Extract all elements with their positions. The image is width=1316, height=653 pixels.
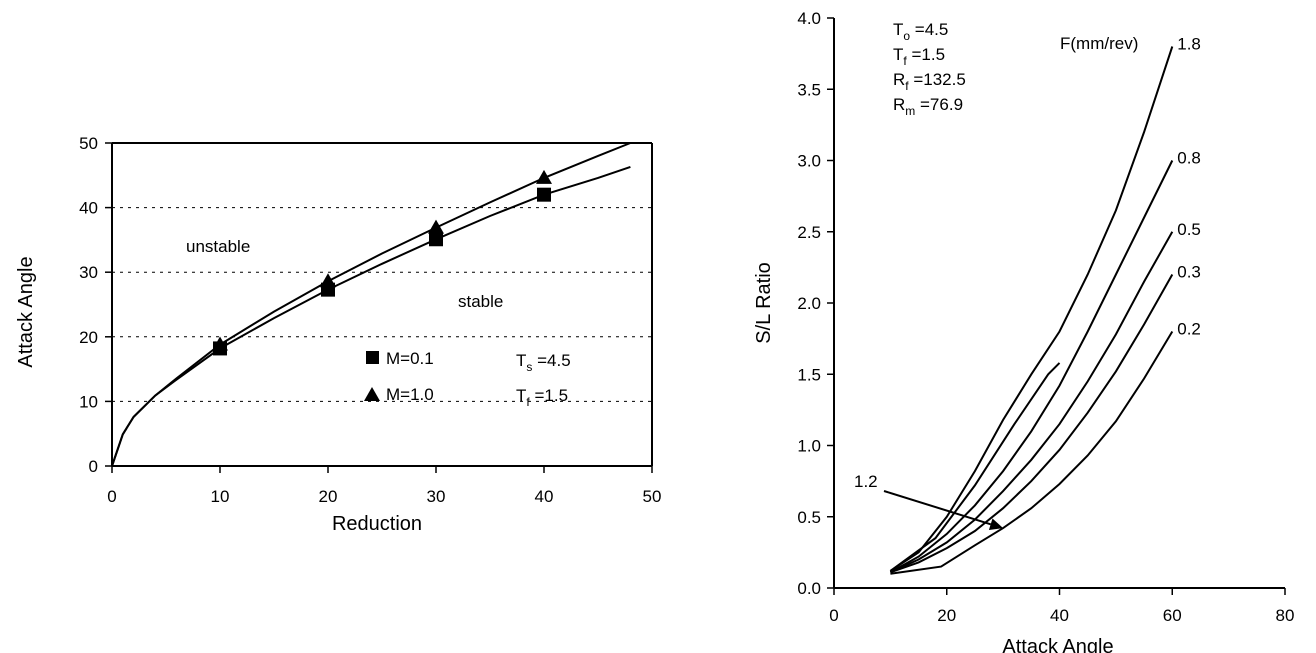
left-x-tick-label-40: 40 [535,487,554,506]
right-x-tick-label-80: 80 [1276,606,1295,625]
left-x-axis-title: Reduction [332,513,422,535]
left-curve-m-1-0 [111,142,631,467]
chart-right: 0.0 0.5 1.0 1.5 2.0 2.5 3.0 3.5 4.0 0 20 40 60 80 Att… [753,9,1294,653]
left-point-m-0-1-x30 [429,232,443,247]
left-x-tick-label-20: 20 [319,487,338,506]
right-y-tick-label-2-5: 2.5 [797,223,821,242]
arrow-label-1-2: 1.2 [854,472,878,491]
right-x-axis-title: Attack Angle [1002,636,1113,653]
right-series-label-0-3: 0.3 [1177,263,1201,282]
right-param-tf: Tf =1.5 [893,45,945,68]
left-point-m-1-0-x40 [536,169,552,184]
left-ticks: 0 10 20 30 40 50 0 10 20 30 40 50 [79,134,661,506]
left-x-tick-label-0: 0 [107,487,116,506]
left-curves [111,142,631,467]
right-y-axis-title: S/L Ratio [753,262,775,344]
right-ticks: 0.0 0.5 1.0 1.5 2.0 2.5 3.0 3.5 4.0 0 20 40 60 80 [797,9,1294,625]
right-series-labels: 1.8 0.8 0.5 0.3 0.2 [1177,35,1201,339]
left-point-m-1-0-x10 [212,336,228,351]
left-y-axis-title: Attack Angle [15,256,37,367]
right-y-tick-label-2-0: 2.0 [797,294,821,313]
left-y-tick-label-10: 10 [79,392,98,411]
left-point-m-1-0-x30 [428,219,444,234]
legend-label-m01: M=0.1 [386,349,434,368]
left-y-tick-label-20: 20 [79,328,98,347]
left-y-tick-label-0: 0 [89,457,98,476]
left-y-tick-label-30: 30 [79,263,98,282]
right-param-rm: Rm =76.9 [893,95,963,118]
left-markers [212,169,552,356]
right-series-label-0-2: 0.2 [1177,320,1201,339]
left-point-m-1-0-x20 [320,273,336,288]
unstable-region-label: unstable [186,237,250,256]
right-y-tick-label-4-0: 4.0 [797,9,821,28]
right-x-tick-label-40: 40 [1050,606,1069,625]
right-param-rf: Rf =132.5 [893,70,966,93]
left-curve-m-0-1 [111,165,631,467]
right-curve-f-0-5 [889,231,1174,574]
right-x-tick-label-20: 20 [937,606,956,625]
right-curve-f-0-8 [889,160,1174,574]
left-y-tick-label-40: 40 [79,199,98,218]
right-x-tick-label-60: 60 [1163,606,1182,625]
left-x-tick-label-10: 10 [211,487,230,506]
right-curve-f-0-2 [890,330,1174,575]
left-param-tf: Tf =1.5 [516,386,568,409]
right-y-tick-label-3-0: 3.0 [797,152,821,171]
chart-left: 0 10 20 30 40 50 0 10 20 30 40 50 Reduction Attack … [15,134,661,535]
legend-square-marker [366,351,379,364]
left-legend: M=0.1 M=1.0 [364,349,434,404]
right-series-label-0-8: 0.8 [1177,149,1201,168]
arrow-1-2-head [988,518,1004,531]
left-point-m-0-1-x40 [537,187,551,202]
right-y-tick-label-0-5: 0.5 [797,508,821,527]
right-curves [889,46,1174,575]
left-x-tick-label-50: 50 [643,487,662,506]
right-param-to: To =4.5 [893,20,948,43]
right-curve-f-1-8 [889,46,1174,572]
right-y-tick-label-3-5: 3.5 [797,80,821,99]
right-y-tick-label-1-5: 1.5 [797,365,821,384]
right-curve-f-1-2 [889,362,1061,572]
right-series-label-0-5: 0.5 [1177,220,1201,239]
arrow-1-2-shaft [883,490,992,526]
stable-region-label: stable [458,292,503,311]
right-curve-f-0-3 [890,274,1174,574]
right-y-tick-label-1-0: 1.0 [797,437,821,456]
left-x-tick-label-30: 30 [427,487,446,506]
right-y-tick-label-0-0: 0.0 [797,579,821,598]
legend-label-m10: M=1.0 [386,385,434,404]
left-y-tick-label-50: 50 [79,134,98,153]
left-param-ts: Ts =4.5 [516,351,571,374]
right-x-tick-label-0: 0 [829,606,838,625]
legend-triangle-marker [364,387,380,401]
right-params: To =4.5 Tf =1.5 Rf =132.5 Rm =76.9 [893,20,966,118]
right-series-label-1-8: 1.8 [1177,35,1201,54]
feed-legend-title: F(mm/rev) [1060,34,1138,53]
left-gridlines [112,207,652,402]
